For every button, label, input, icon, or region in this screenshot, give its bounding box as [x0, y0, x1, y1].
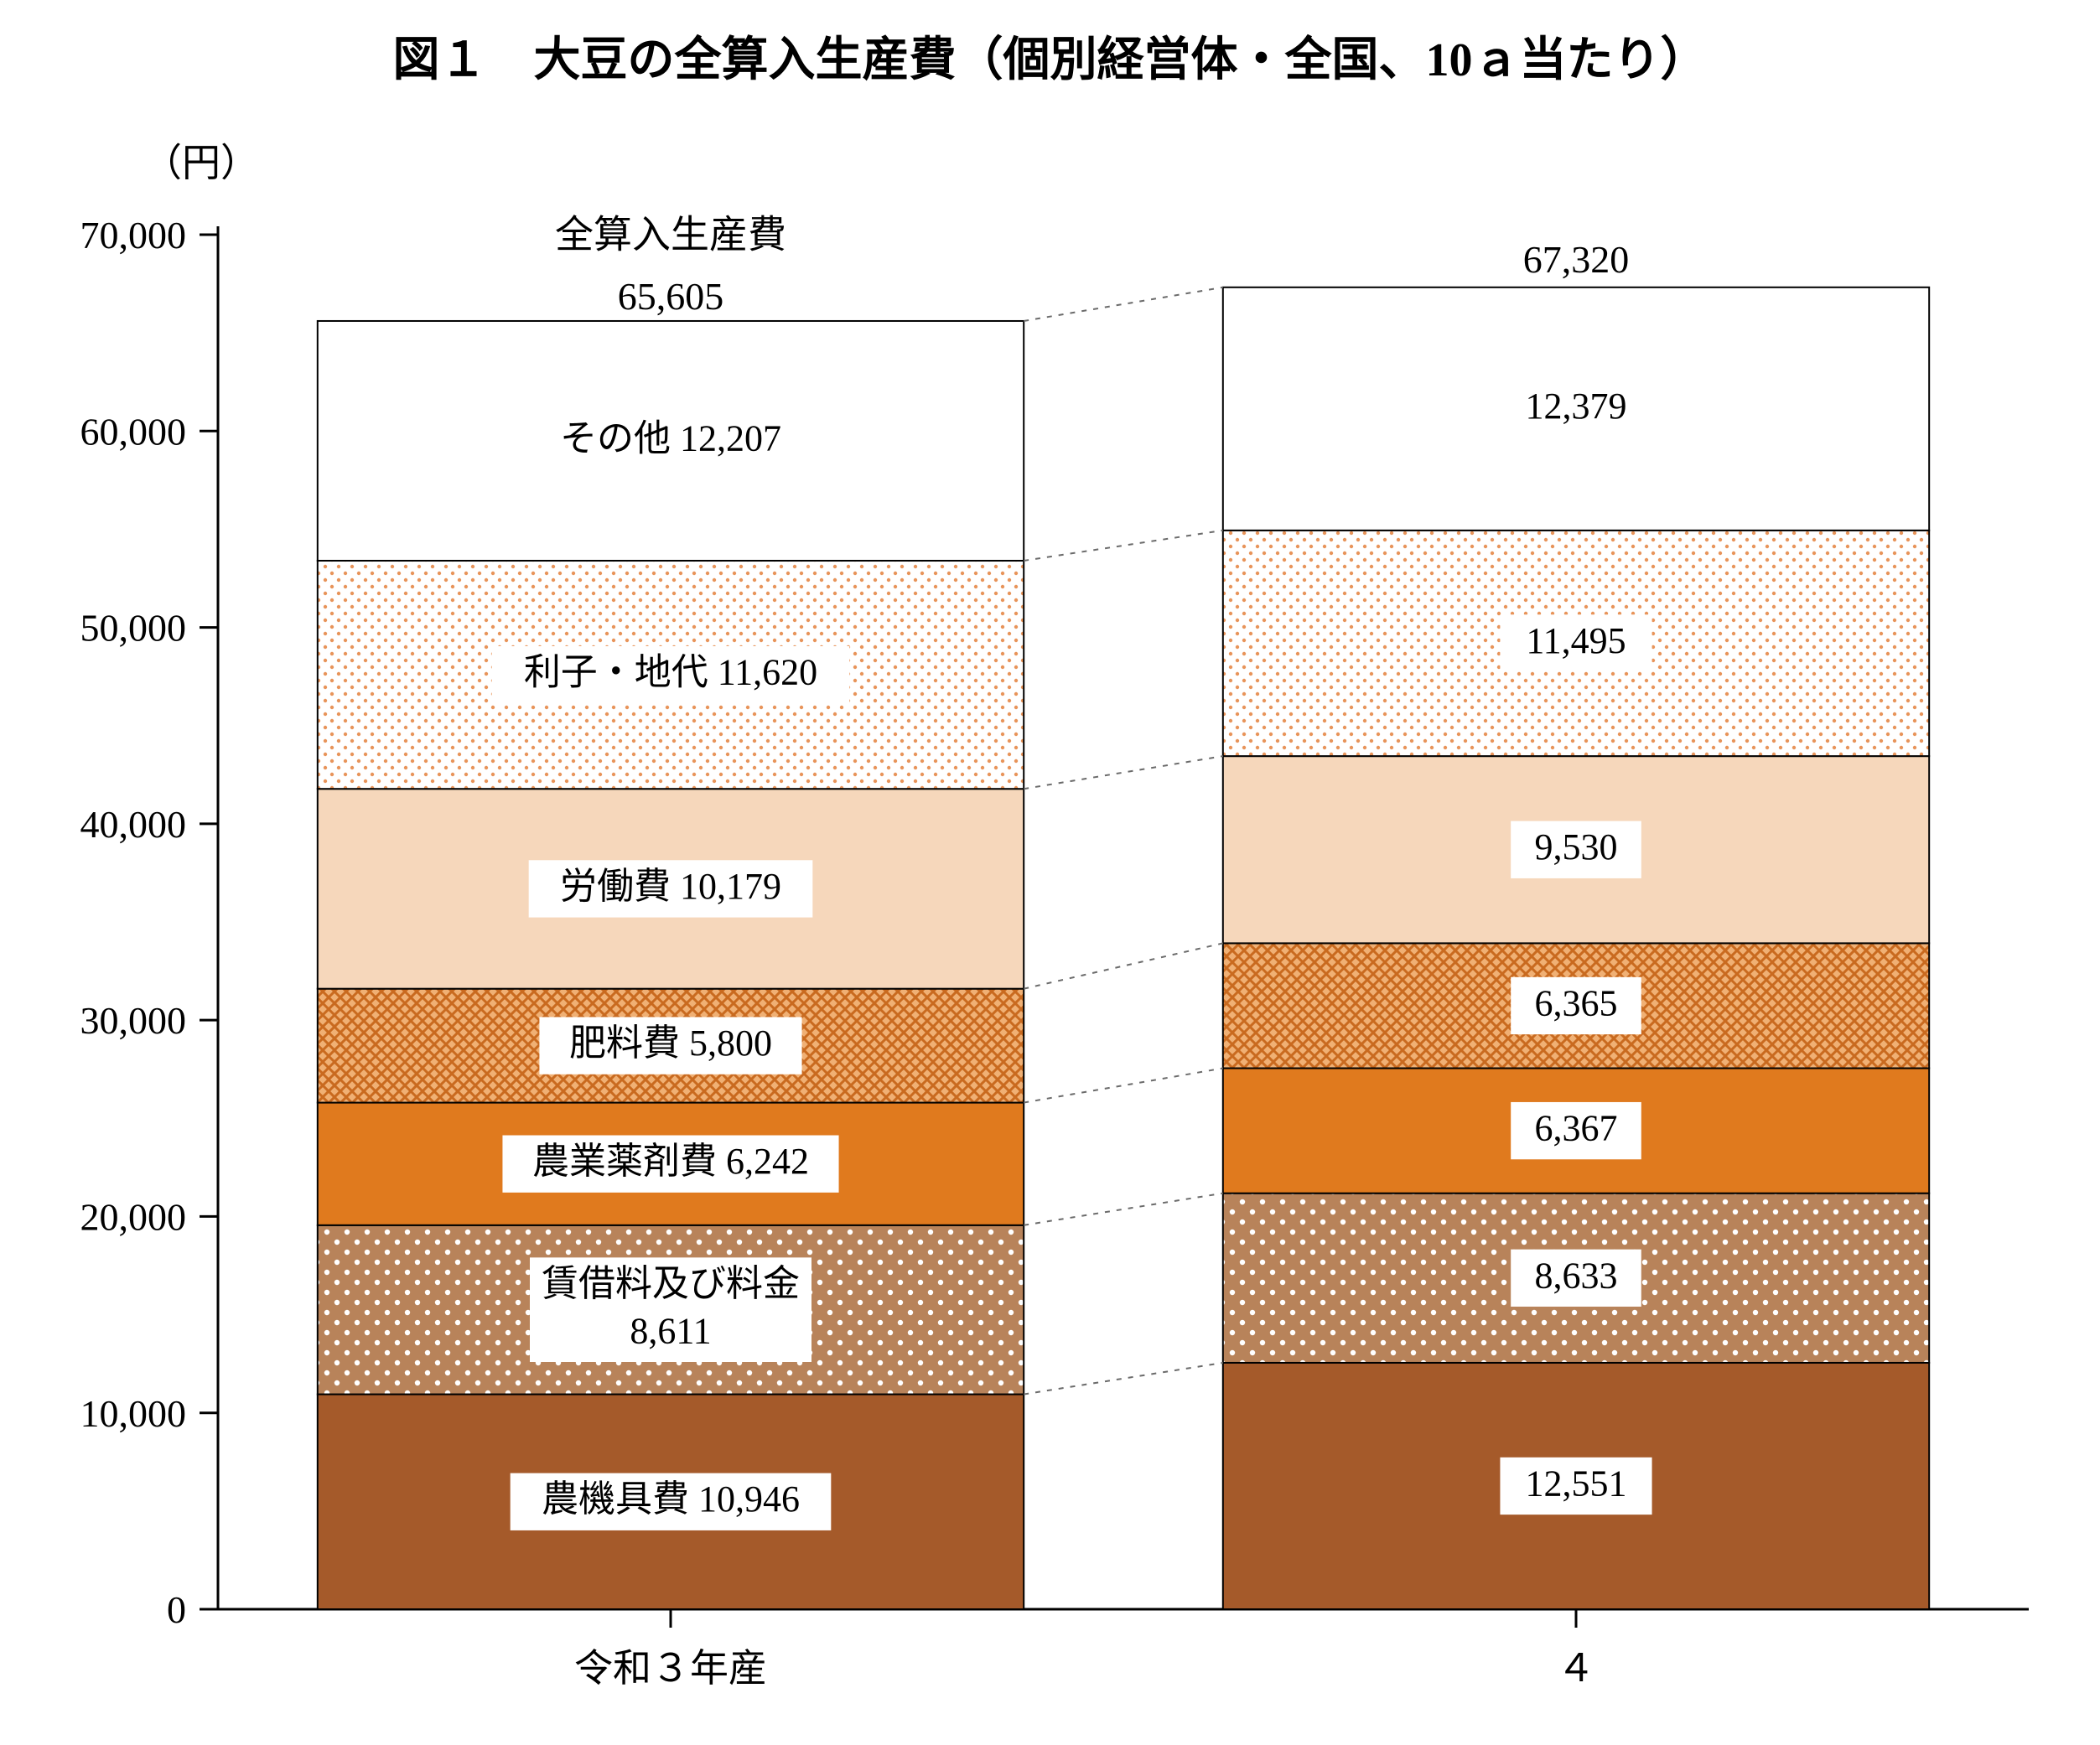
- svg-text:6,367: 6,367: [1535, 1108, 1618, 1149]
- svg-text:農機具費 10,946: 農機具費 10,946: [542, 1478, 800, 1520]
- svg-text:8,611: 8,611: [630, 1310, 711, 1351]
- segment-label-r3-rishi: 利子・地代 11,620: [492, 646, 850, 703]
- y-tick-label: 20,000: [80, 1196, 187, 1239]
- y-tick-label: 60,000: [80, 410, 187, 453]
- y-tick-label: 30,000: [80, 999, 187, 1042]
- segment-label-r4-rishi: 11,495: [1500, 614, 1651, 671]
- y-axis-unit-label: （円）: [143, 142, 259, 184]
- segment-label-r4-roudou: 9,530: [1511, 821, 1641, 878]
- svg-text:利子・地代 11,620: 利子・地代 11,620: [524, 652, 817, 693]
- svg-text:労働費 10,179: 労働費 10,179: [560, 866, 781, 907]
- svg-text:12,551: 12,551: [1526, 1463, 1627, 1504]
- chart-title: 図１ 大豆の全算入生産費（個別経営体・全国、10ａ当たり）: [393, 34, 1708, 86]
- svg-text:6,365: 6,365: [1535, 982, 1618, 1023]
- x-category-label-r3: 令和３年産: [574, 1647, 767, 1690]
- segment-label-r4-chinshaku: 8,633: [1511, 1250, 1641, 1307]
- svg-text:農業薬剤費 6,242: 農業薬剤費 6,242: [532, 1141, 809, 1182]
- segment-label-r4-sonota: 12,379: [1500, 381, 1651, 438]
- svg-text:9,530: 9,530: [1535, 826, 1618, 867]
- svg-text:賃借料及び料金: 賃借料及び料金: [542, 1263, 800, 1304]
- segment-label-r3-yakuzai: 農業薬剤費 6,242: [502, 1136, 838, 1193]
- segment-label-r3-sonota: その他 12,207: [529, 412, 813, 469]
- x-category-label-r4: ４: [1557, 1647, 1595, 1690]
- y-tick-label: 50,000: [80, 607, 187, 650]
- bar-total-value-r3: 65,605: [618, 275, 724, 318]
- segment-label-r3-roudou: 労働費 10,179: [529, 860, 813, 917]
- y-tick-label: 10,000: [80, 1392, 187, 1435]
- svg-text:肥料費 5,800: 肥料費 5,800: [569, 1023, 772, 1064]
- chart-container: 図１ 大豆の全算入生産費（個別経営体・全国、10ａ当たり） （円） 0 10,000 2…: [0, 0, 2100, 1745]
- bar-total-value-r4: 67,320: [1523, 238, 1630, 281]
- svg-text:12,379: 12,379: [1526, 386, 1627, 427]
- y-tick-label: 0: [167, 1588, 186, 1631]
- svg-text:8,633: 8,633: [1535, 1255, 1618, 1296]
- segment-label-r4-noukigu: 12,551: [1500, 1458, 1651, 1515]
- svg-text:その他 12,207: その他 12,207: [560, 417, 781, 458]
- segment-label-r4-hiryo: 6,365: [1511, 977, 1641, 1034]
- y-tick-label: 70,000: [80, 214, 187, 256]
- y-tick-label: 40,000: [80, 803, 187, 846]
- stacked-bar-chart: 図１ 大豆の全算入生産費（個別経営体・全国、10ａ当たり） （円） 0 10,000 2…: [0, 0, 2100, 1745]
- segment-label-r3-hiryo: 肥料費 5,800: [539, 1017, 801, 1074]
- segment-label-r3-chinshaku: 賃借料及び料金 8,611: [530, 1257, 811, 1362]
- bar-total-prefix-r3: 全算入生産費: [555, 213, 786, 256]
- segment-label-r3-noukigu: 農機具費 10,946: [511, 1473, 832, 1530]
- svg-text:11,495: 11,495: [1526, 620, 1626, 661]
- segment-label-r4-yakuzai: 6,367: [1511, 1102, 1641, 1159]
